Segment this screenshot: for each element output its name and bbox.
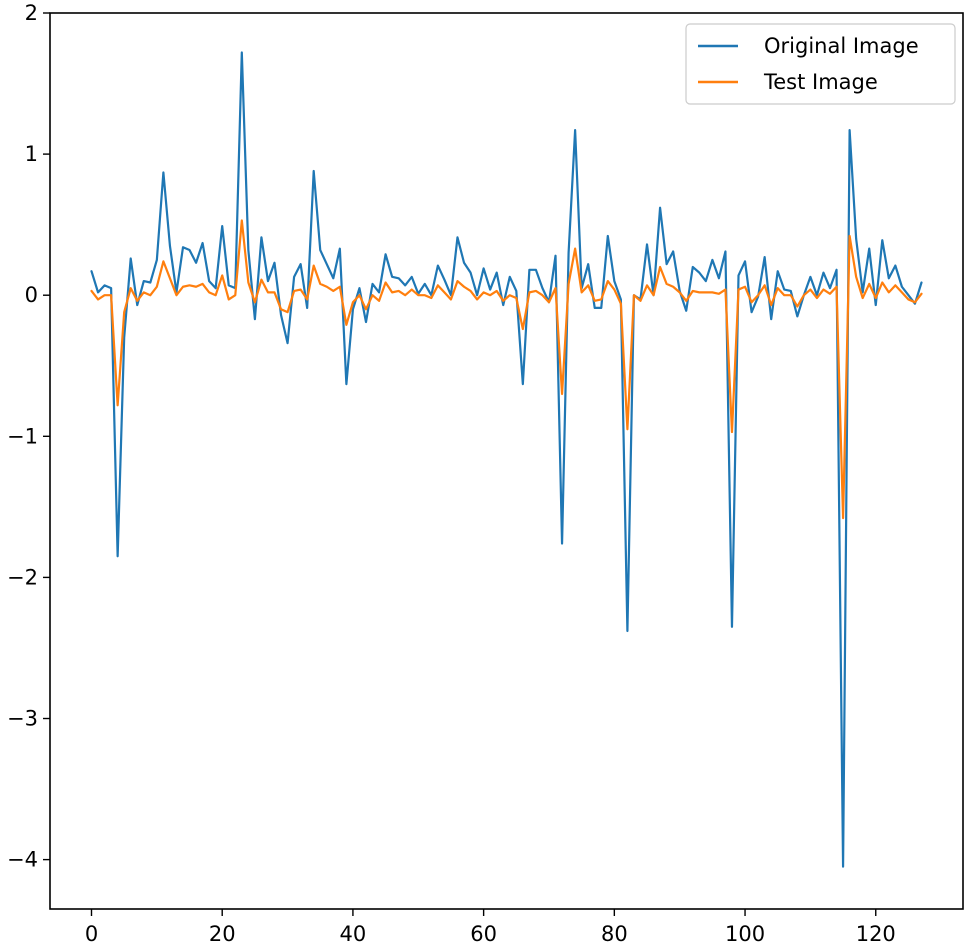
y-tick-label: 2 [25, 1, 38, 25]
x-axis: 0 20 40 60 80 100 120 [85, 909, 896, 945]
y-tick-label: −3 [7, 707, 38, 731]
y-tick-label: 0 [25, 283, 38, 307]
x-tick-label: 120 [856, 922, 896, 945]
x-tick-label: 40 [340, 922, 367, 945]
legend-label: Test Image [763, 70, 878, 94]
x-tick-label: 80 [601, 922, 628, 945]
y-axis: −4 −3 −2 −1 0 1 2 [7, 1, 50, 872]
y-tick-label: −2 [7, 565, 38, 589]
legend-box [685, 23, 956, 105]
x-tick-label: 20 [209, 922, 236, 945]
y-tick-label: −1 [7, 424, 38, 448]
y-tick-label: 1 [25, 142, 38, 166]
legend-label: Original Image [764, 34, 919, 58]
x-tick-label: 100 [725, 922, 765, 945]
series-line-1 [90, 219, 923, 520]
x-tick-label: 0 [85, 922, 98, 945]
legend: Original Image Test Image [685, 23, 956, 105]
axes-frame [49, 12, 964, 910]
x-tick-label: 60 [470, 922, 497, 945]
series-line-0 [90, 51, 923, 868]
plot-area [90, 51, 923, 868]
y-tick-label: −4 [7, 848, 38, 872]
